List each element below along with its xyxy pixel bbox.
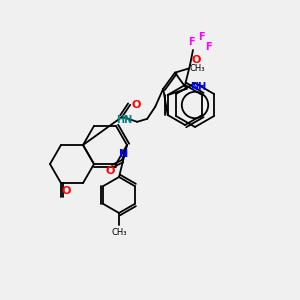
Text: O: O (62, 186, 71, 196)
Text: N: N (119, 149, 129, 159)
Text: O: O (192, 55, 201, 65)
Text: NH: NH (190, 82, 206, 92)
Text: HN: HN (116, 115, 132, 125)
Text: O: O (105, 166, 115, 176)
Text: CH₃: CH₃ (189, 64, 205, 73)
Text: CH₃: CH₃ (111, 228, 127, 237)
Text: F: F (188, 37, 195, 47)
Text: F: F (198, 32, 205, 42)
Text: O: O (131, 100, 141, 110)
Text: F: F (205, 42, 211, 52)
